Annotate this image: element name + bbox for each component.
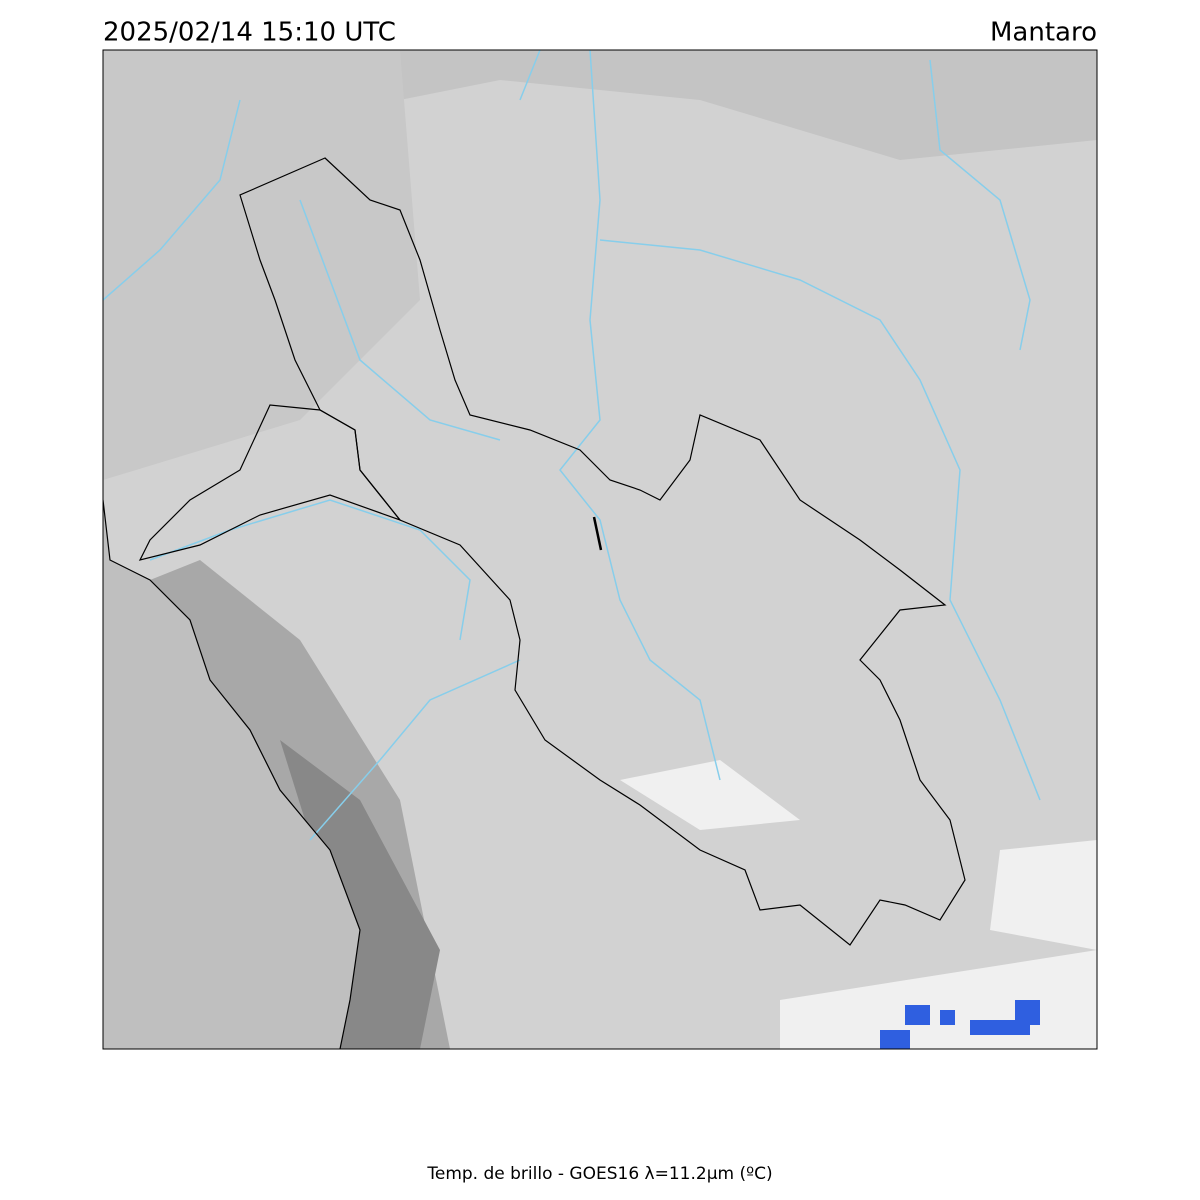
colorbar-label: Temp. de brillo - GOES16 λ=11.2μm (ºC) bbox=[426, 1164, 772, 1184]
ocean bbox=[103, 500, 360, 1049]
region: Mantaro bbox=[990, 18, 1097, 48]
dark-field bbox=[280, 740, 440, 1049]
basin-outline bbox=[138, 404, 402, 561]
basin-outline bbox=[239, 157, 966, 946]
rivers bbox=[103, 50, 1041, 841]
coastline bbox=[103, 499, 361, 1049]
title: 2025/02/14 15:10 UTC bbox=[103, 18, 396, 48]
cold-cloud bbox=[880, 1000, 1040, 1049]
map-area bbox=[103, 50, 1097, 1049]
track bbox=[592, 516, 603, 551]
warm-field bbox=[620, 760, 1097, 1049]
map-frame bbox=[102, 49, 1098, 1050]
